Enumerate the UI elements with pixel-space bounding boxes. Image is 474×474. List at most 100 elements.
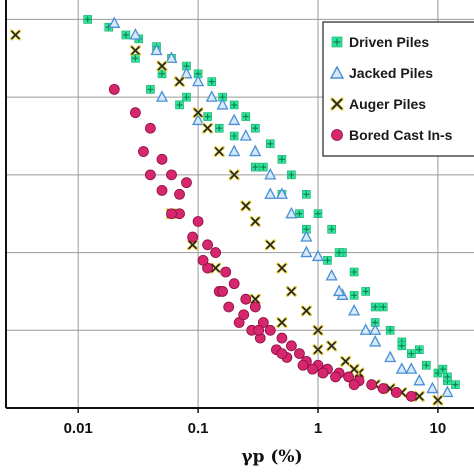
point-driven-piles <box>121 30 131 40</box>
point-x <box>211 263 221 273</box>
point-plus <box>303 191 310 198</box>
point-jacked-piles <box>333 284 346 297</box>
point-jacked-piles <box>129 28 142 40</box>
point-bored-cast <box>223 301 235 313</box>
point-bored-cast <box>405 390 417 402</box>
point-auger-piles <box>276 262 288 274</box>
point-x <box>188 240 198 250</box>
point-plus <box>387 327 394 334</box>
point-bored-cast <box>249 301 261 313</box>
point-bored-cast <box>138 146 149 157</box>
point-auger-piles <box>264 239 276 251</box>
point-auger-piles <box>187 239 199 251</box>
point-bored-cast <box>166 208 177 220</box>
point-bored-cast <box>181 177 192 189</box>
point-bored-cast <box>210 247 222 258</box>
point-auger-piles <box>348 363 360 375</box>
point-driven-piles <box>385 325 395 335</box>
point-driven-piles <box>146 85 155 94</box>
point-driven-piles <box>259 162 268 172</box>
point-jacked-piles <box>275 187 288 199</box>
point-driven-piles <box>83 15 92 24</box>
point-bored-cast <box>276 332 288 344</box>
point-plus <box>242 113 249 120</box>
point-jacked-piles <box>285 206 298 219</box>
point-driven-piles <box>421 360 431 370</box>
legend-label: Jacked Piles <box>349 65 433 81</box>
point-auger-piles <box>210 262 222 274</box>
point-driven-piles <box>277 155 287 164</box>
point-driven-piles <box>349 267 359 277</box>
point-auger-piles <box>432 394 444 406</box>
point-bored-cast <box>366 379 378 391</box>
point-auger-piles <box>413 390 425 402</box>
legend-label: Bored Cast In-s <box>349 127 453 143</box>
point-plus <box>444 373 451 380</box>
point-jacked-piles <box>369 323 382 335</box>
legend-marker-circle <box>331 129 343 141</box>
point-plus <box>336 249 343 256</box>
point-driven-piles <box>182 92 191 102</box>
point-x <box>229 170 239 180</box>
point-bored-cast <box>253 324 265 336</box>
point-bored-cast <box>348 379 360 391</box>
point-jacked-piles <box>192 113 205 126</box>
point-jacked-piles <box>300 245 313 258</box>
point-x <box>241 201 251 211</box>
point-auger-piles <box>326 340 338 352</box>
point-x <box>301 306 311 316</box>
point-bored-cast <box>174 188 185 200</box>
point-x <box>157 61 167 71</box>
x-axis-label: γp (%) <box>241 447 302 467</box>
point-bored-cast <box>294 348 305 360</box>
point-driven-piles <box>175 100 184 110</box>
point-plus <box>408 350 415 357</box>
point-plus <box>328 226 335 233</box>
point-jacked-piles <box>165 51 178 63</box>
point-x <box>277 263 287 273</box>
legend-box <box>322 21 474 157</box>
point-x <box>286 286 296 296</box>
point-plus <box>296 210 303 217</box>
point-bored-cast <box>330 371 341 383</box>
point-plus <box>252 164 259 171</box>
point-bored-cast <box>108 83 120 95</box>
point-driven-piles <box>131 53 140 63</box>
point-x <box>193 108 203 118</box>
point-driven-piles <box>438 364 448 374</box>
point-driven-piles <box>203 112 212 121</box>
point-plus <box>267 140 274 147</box>
point-bored-cast <box>202 239 213 251</box>
data-points <box>9 15 460 406</box>
point-driven-piles <box>323 256 332 265</box>
point-jacked-piles <box>239 129 252 141</box>
point-jacked-piles <box>405 362 418 374</box>
point-auger-piles <box>285 285 297 298</box>
point-driven-piles <box>287 170 296 180</box>
point-x <box>250 216 260 227</box>
point-x <box>174 77 185 87</box>
point-bored-cast <box>187 231 199 243</box>
point-jacked-piles <box>384 350 397 363</box>
point-plus <box>372 303 379 310</box>
point-bored-cast <box>317 367 329 379</box>
point-jacked-piles <box>155 90 169 102</box>
point-plus <box>176 101 183 108</box>
point-driven-piles <box>407 349 416 358</box>
point-plus <box>122 31 129 38</box>
point-plus <box>84 16 91 23</box>
point-x <box>327 341 337 351</box>
point-auger-piles <box>276 316 288 329</box>
point-jacked-piles <box>192 74 205 87</box>
point-x <box>203 123 213 133</box>
point-bored-cast <box>238 309 250 321</box>
point-plus <box>252 125 259 132</box>
point-plus <box>423 362 430 369</box>
point-jacked-piles <box>426 381 439 394</box>
point-plus <box>362 288 369 295</box>
point-bored-cast <box>166 169 177 181</box>
point-bored-cast <box>192 216 204 227</box>
legend-label: Driven Piles <box>349 34 429 50</box>
point-plus <box>208 78 215 85</box>
